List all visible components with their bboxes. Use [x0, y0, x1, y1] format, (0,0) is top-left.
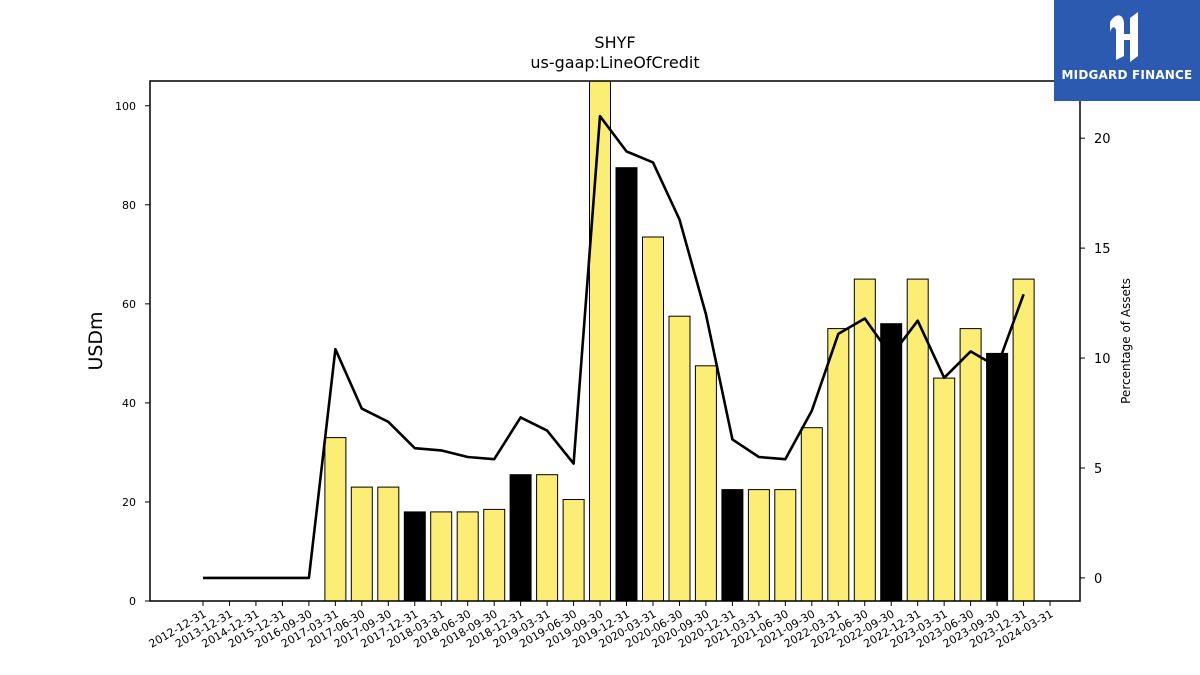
bar	[827, 328, 850, 601]
bar	[747, 489, 770, 601]
y2-tick-label: 0	[1094, 572, 1102, 587]
bar	[430, 511, 453, 601]
bar	[906, 278, 929, 601]
bar	[324, 437, 347, 601]
bar	[800, 427, 823, 601]
bar-highlight	[986, 352, 1009, 601]
percentage-line	[203, 114, 1025, 580]
logo-text: MIDGARD FINANCE	[1061, 68, 1193, 82]
chart-title: SHYF	[594, 33, 635, 52]
bar	[642, 236, 664, 601]
y-axis-label: USDm	[85, 311, 107, 370]
y2-tick-label: 10	[1094, 352, 1111, 367]
bar	[589, 81, 611, 601]
bar	[959, 328, 982, 601]
bar	[483, 508, 506, 601]
y2-tick-label: 15	[1094, 242, 1111, 257]
bar	[377, 486, 400, 601]
bar	[774, 489, 797, 601]
chart-subtitle: us-gaap:LineOfCredit	[530, 53, 699, 72]
bar-highlight	[615, 167, 638, 601]
bar	[536, 474, 559, 601]
bars-group	[203, 81, 1035, 601]
plot-frame	[149, 80, 1081, 602]
y-tick-label: 40	[122, 397, 136, 410]
bar-highlight	[880, 323, 903, 601]
bar	[668, 315, 691, 601]
y2-axis-label: Percentage of Assets	[1119, 278, 1133, 404]
bar	[456, 511, 479, 601]
midgard-m-icon	[1110, 12, 1138, 62]
bar-highlight	[509, 474, 532, 601]
bar-highlight	[403, 511, 426, 601]
bar-highlight	[721, 489, 744, 601]
y2-tick-label: 5	[1094, 462, 1102, 477]
y-tick-label: 80	[122, 199, 136, 212]
bar	[350, 486, 373, 601]
bar	[853, 278, 876, 601]
bar	[694, 365, 717, 601]
y-tick-label: 20	[122, 496, 136, 509]
y2-tick-label: 20	[1094, 132, 1111, 147]
bar	[933, 377, 956, 601]
midgard-finance-logo: MIDGARD FINANCE	[1054, 0, 1200, 101]
y-tick-label: 60	[122, 298, 136, 311]
plot-area: 020406080100051015202012-12-312013-12-31…	[115, 81, 1111, 651]
bar	[1012, 278, 1035, 601]
bar	[562, 499, 585, 601]
y-tick-label: 0	[129, 595, 136, 608]
y-tick-label: 100	[115, 100, 136, 113]
